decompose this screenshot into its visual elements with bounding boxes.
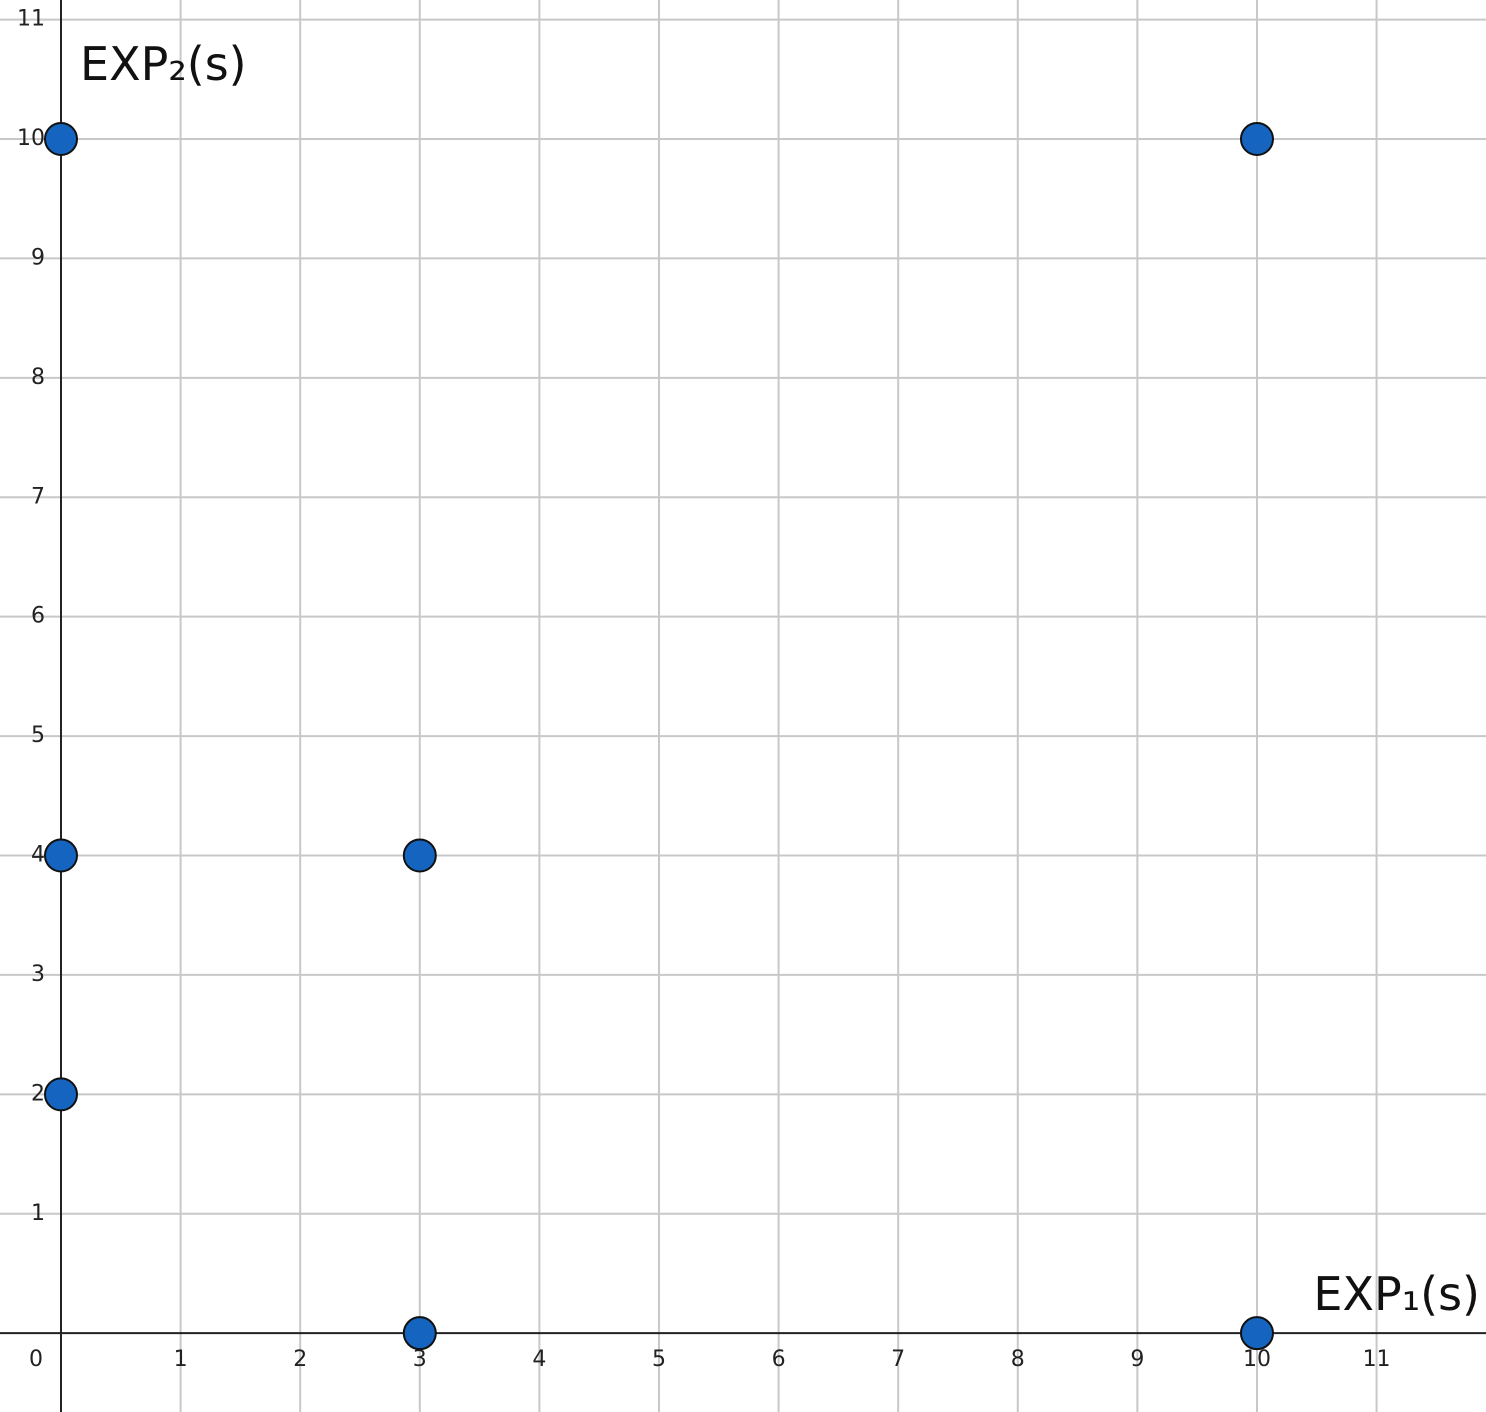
- x-tick-label: 2: [293, 1347, 307, 1372]
- x-tick-label: 11: [1363, 1347, 1391, 1372]
- y-tick-label: 6: [31, 604, 45, 629]
- x-tick-label: 5: [652, 1347, 666, 1372]
- x-tick-label: 8: [1011, 1347, 1025, 1372]
- x-tick-label: 9: [1130, 1347, 1144, 1372]
- point: [43, 122, 78, 157]
- y-tick-label: 5: [31, 723, 45, 748]
- y-tick-label: 8: [31, 365, 45, 390]
- y-tick-label: 1: [31, 1201, 45, 1226]
- y-tick-label: 7: [31, 484, 45, 509]
- x-tick-label: 4: [532, 1347, 546, 1372]
- x-tick-label: 1: [174, 1347, 188, 1372]
- point: [1239, 122, 1274, 157]
- y-tick-label: 3: [31, 962, 45, 987]
- y-axis-title: EXP₂(s): [80, 37, 247, 91]
- y-tick-label: 9: [31, 245, 45, 270]
- x-tick-label: 7: [891, 1347, 905, 1372]
- x-tick-label: 6: [772, 1347, 786, 1372]
- point: [402, 1316, 437, 1351]
- y-tick-label: 10: [17, 126, 45, 151]
- point: [402, 838, 437, 873]
- points: [43, 122, 1274, 1351]
- point: [43, 838, 78, 873]
- x-axis-title: EXP₁(s): [1313, 1267, 1480, 1321]
- y-tick-label: 2: [31, 1081, 45, 1106]
- y-tick-label: 11: [17, 7, 45, 32]
- x-tick-label: 0: [29, 1347, 43, 1372]
- point: [43, 1077, 78, 1112]
- point: [1239, 1316, 1274, 1351]
- x-tick-label: 3: [413, 1347, 427, 1372]
- y-tick-label: 4: [31, 843, 45, 868]
- x-tick-label: 10: [1243, 1347, 1271, 1372]
